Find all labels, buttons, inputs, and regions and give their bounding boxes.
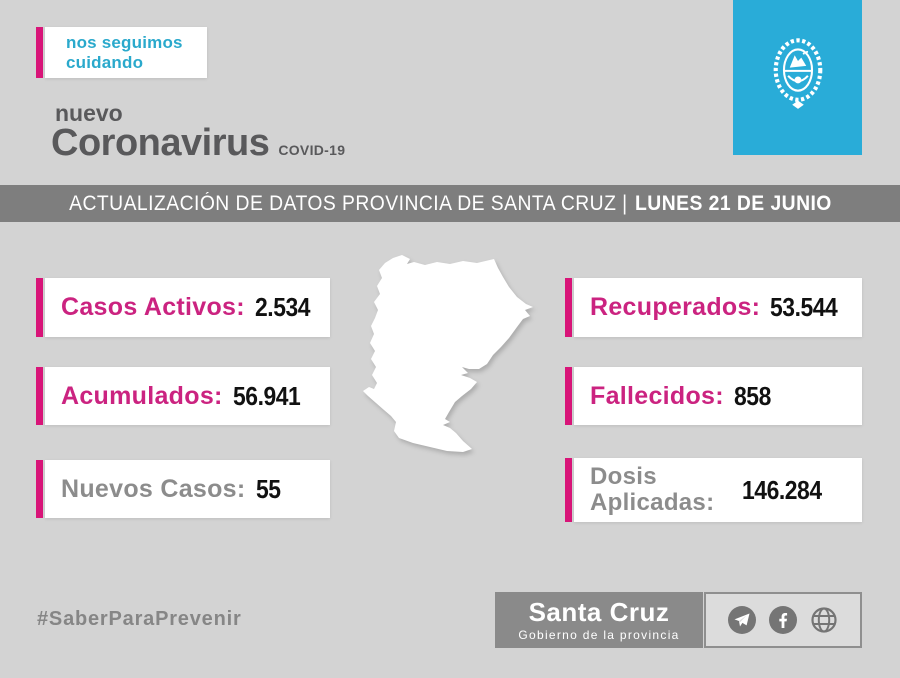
banner-text-date: LUNES 21 DE JUNIO — [634, 191, 832, 215]
stat-accent-bar — [36, 367, 43, 425]
hashtag: #SaberParaPrevenir — [37, 608, 242, 630]
telegram-icon[interactable] — [728, 606, 756, 634]
covid-label: COVID-19 — [278, 142, 346, 158]
stat-label: Recuperados: — [590, 293, 761, 321]
banner-text-normal: ACTUALIZACIÓN DE DATOS PROVINCIA DE SANT… — [68, 191, 628, 215]
government-name: Santa Cruz — [528, 596, 670, 627]
stat-accent-bar — [36, 278, 43, 337]
stat-label: Fallecidos: — [590, 381, 724, 410]
badge-line2: cuidando — [66, 52, 144, 72]
stat-body: Nuevos Casos: 55 — [45, 460, 330, 518]
facebook-icon[interactable] — [769, 606, 797, 634]
stat-body: Dosis Aplicadas: 146.284 — [574, 458, 862, 522]
page-title: Coronavirus — [51, 122, 270, 164]
stat-value: 53.544 — [770, 292, 838, 322]
globe-icon[interactable] — [810, 606, 838, 634]
stat-card-recuperados: Recuperados: 53.544 — [565, 278, 862, 337]
stat-label: Acumulados: — [61, 381, 223, 410]
stat-card-nuevos-casos: Nuevos Casos: 55 — [36, 460, 330, 518]
pretitle: nuevo — [55, 100, 123, 126]
stat-body: Casos Activos: 2.534 — [45, 278, 330, 337]
stat-value: 858 — [733, 380, 771, 411]
update-banner: ACTUALIZACIÓN DE DATOS PROVINCIA DE SANT… — [0, 185, 900, 222]
government-subtitle: Gobierno de la provincia — [518, 627, 680, 642]
flag-block — [733, 0, 862, 155]
banner-text: ACTUALIZACIÓN DE DATOS PROVINCIA DE SANT… — [69, 192, 832, 216]
stat-card-fallecidos: Fallecidos: 858 — [565, 367, 862, 425]
campaign-badge: nos seguimos cuidando — [45, 27, 207, 78]
stat-label: Dosis Aplicadas: — [590, 462, 715, 516]
stat-accent-bar — [565, 278, 572, 337]
stat-body: Recuperados: 53.544 — [574, 278, 862, 337]
stat-accent-bar — [36, 460, 43, 518]
stat-value: 55 — [255, 473, 281, 504]
stat-value: 2.534 — [254, 292, 311, 322]
badge-line1: nos seguimos — [66, 32, 183, 52]
stat-accent-bar — [565, 458, 572, 522]
provincial-coat-of-arms-icon — [765, 32, 831, 123]
stat-card-dosis-aplicadas: Dosis Aplicadas: 146.284 — [565, 458, 862, 522]
stat-value: 56.941 — [232, 380, 301, 411]
title-row: Coronavirus COVID-19 — [51, 122, 345, 165]
stat-card-casos-activos: Casos Activos: 2.534 — [36, 278, 330, 337]
government-logo-box: Santa Cruz Gobierno de la provincia — [495, 592, 703, 648]
stat-body: Fallecidos: 858 — [574, 367, 862, 425]
stat-label: Nuevos Casos: — [61, 474, 246, 503]
stat-card-acumulados: Acumulados: 56.941 — [36, 367, 330, 425]
social-links-box — [704, 592, 862, 648]
badge-accent-bar — [36, 27, 43, 78]
stat-value: 146.284 — [742, 474, 822, 505]
santa-cruz-map — [363, 255, 533, 452]
stat-label: Casos Activos: — [61, 293, 245, 321]
stat-body: Acumulados: 56.941 — [45, 367, 330, 425]
stat-accent-bar — [565, 367, 572, 425]
